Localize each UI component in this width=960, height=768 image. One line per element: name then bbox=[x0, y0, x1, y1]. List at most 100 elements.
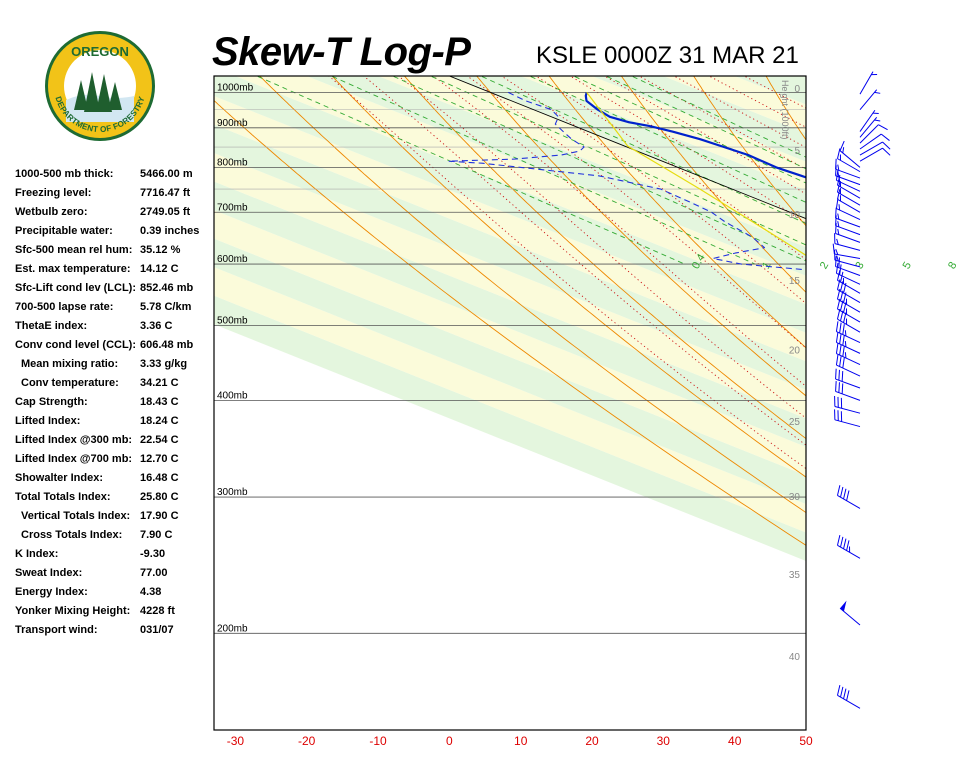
wind-barb-feather bbox=[841, 383, 844, 394]
index-row: Freezing level: 7716.47 ft bbox=[15, 187, 215, 206]
index-value: 3.33 g/kg bbox=[140, 358, 188, 370]
wind-barb-feather bbox=[844, 330, 847, 337]
x-tick-label: 50 bbox=[799, 734, 813, 748]
wind-barb-staff bbox=[836, 364, 861, 377]
mixing-ratio-label: 8 bbox=[946, 260, 959, 271]
index-label: Est. max temperature: bbox=[15, 263, 131, 275]
index-row: Conv cond level (CCL): 606.48 mb bbox=[15, 339, 215, 358]
wind-barb-staff bbox=[837, 694, 861, 709]
wind-barb bbox=[836, 270, 861, 294]
wind-barb-feather bbox=[842, 357, 845, 369]
index-value: 3.36 C bbox=[140, 320, 173, 332]
wind-barb-feather bbox=[846, 690, 850, 701]
wind-barb-feather bbox=[840, 536, 844, 548]
height-tick-label: 35 bbox=[789, 570, 801, 581]
wind-barb-staff bbox=[837, 158, 861, 173]
index-row: Total Totals Index: 25.80 C bbox=[15, 491, 215, 510]
height-tick-labels: 0 5 10 15 20 25 30 35 40 bbox=[789, 84, 801, 663]
index-value: 16.48 C bbox=[140, 472, 179, 484]
wind-barb-feather bbox=[846, 540, 850, 551]
height-tick-label: 15 bbox=[789, 276, 801, 287]
pressure-label: 900mb bbox=[217, 118, 248, 129]
wind-barb-feather bbox=[842, 334, 845, 346]
wind-barb-feather bbox=[840, 271, 844, 283]
wind-barb-staff bbox=[834, 405, 861, 414]
x-tick-label: 10 bbox=[514, 734, 528, 748]
temperature-band bbox=[214, 295, 806, 562]
index-row: Sfc-Lift cond lev (LCL): 852.46 mb bbox=[15, 282, 215, 301]
temperature-band bbox=[235, 76, 806, 305]
wind-barb bbox=[834, 409, 861, 428]
wind-barb-staff bbox=[835, 390, 861, 401]
index-value: 7716.47 ft bbox=[140, 187, 191, 199]
index-row: ThetaE index: 3.36 C bbox=[15, 320, 215, 339]
wind-barb-feather bbox=[842, 147, 845, 154]
index-value: 14.12 C bbox=[140, 263, 179, 275]
index-value: 22.54 C bbox=[140, 434, 179, 446]
temperature-band bbox=[214, 181, 806, 447]
wind-barb bbox=[836, 485, 861, 509]
temperature-band bbox=[378, 76, 806, 248]
wind-barb-feather bbox=[835, 262, 839, 274]
wind-barb-feather bbox=[835, 321, 839, 332]
wind-barb bbox=[835, 198, 861, 221]
wind-barb-feather bbox=[835, 368, 837, 380]
wind-barb-feather bbox=[836, 270, 841, 281]
index-value: 606.48 mb bbox=[140, 339, 194, 351]
temperature-band bbox=[306, 76, 806, 276]
mixing-ratio-label: 2 bbox=[818, 260, 831, 271]
pressure-label: 1000mb bbox=[217, 82, 254, 93]
mixing-ratio-line bbox=[391, 76, 806, 262]
wind-barb-staff bbox=[859, 133, 882, 150]
wind-barb-feather bbox=[874, 119, 881, 122]
wind-barb-staff bbox=[836, 331, 861, 344]
wind-barb bbox=[835, 321, 861, 344]
wind-barb bbox=[859, 109, 879, 132]
mixing-ratio-line bbox=[479, 76, 806, 224]
wind-barb-staff bbox=[836, 353, 861, 365]
wind-barb-staff bbox=[836, 179, 861, 192]
index-label: Lifted Index @300 mb: bbox=[15, 434, 133, 446]
x-tick-label: -10 bbox=[369, 734, 387, 748]
wind-barbs bbox=[832, 71, 891, 709]
index-label: Cross Totals Index: bbox=[21, 529, 123, 541]
index-label: Showalter Index: bbox=[15, 472, 104, 484]
wind-barb-staff bbox=[859, 89, 878, 110]
index-label: Conv cond level (CCL): bbox=[15, 339, 137, 351]
temperature-band bbox=[214, 76, 806, 333]
wind-barb-feather bbox=[835, 207, 837, 219]
wind-barb bbox=[859, 147, 891, 162]
wind-barb-staff bbox=[835, 378, 861, 389]
index-label: 1000-500 mb thick: bbox=[15, 168, 114, 180]
index-row: Conv temperature: 34.21 C bbox=[15, 377, 215, 396]
wind-barb-staff bbox=[834, 259, 861, 268]
height-tick-label: 40 bbox=[789, 652, 801, 663]
wind-barb-staff bbox=[837, 318, 861, 333]
index-label: 700-500 lapse rate: bbox=[15, 301, 114, 313]
wind-barb-staff bbox=[834, 253, 861, 260]
wind-barb bbox=[836, 188, 861, 213]
wind-barb-staff bbox=[839, 150, 861, 168]
wind-barb-feather bbox=[837, 221, 840, 228]
x-tick-label: 40 bbox=[728, 734, 742, 748]
x-tick-label: -20 bbox=[298, 734, 316, 748]
wind-barb-feather bbox=[839, 356, 842, 367]
index-row: Showalter Index: 16.48 C bbox=[15, 472, 215, 491]
pressure-label: 200mb bbox=[217, 623, 248, 634]
index-label: Energy Index: bbox=[15, 586, 88, 598]
index-row: Lifted Index @700 mb: 12.70 C bbox=[15, 453, 215, 472]
wind-barb bbox=[836, 181, 861, 206]
wind-barb-feather bbox=[842, 324, 845, 335]
index-value: 031/07 bbox=[140, 624, 174, 636]
wind-barb-feather bbox=[837, 213, 840, 220]
wind-barb-feather bbox=[846, 490, 850, 501]
temperature-band bbox=[805, 76, 806, 77]
wind-barb bbox=[836, 535, 861, 559]
wind-barb-feather bbox=[837, 171, 840, 178]
wind-barb-feather bbox=[839, 344, 842, 356]
index-row: 1000-500 mb thick: 5466.00 m bbox=[15, 168, 215, 187]
wind-barb-staff bbox=[859, 141, 883, 156]
wind-barb-feather bbox=[882, 141, 891, 150]
wind-barb-staff bbox=[859, 117, 878, 138]
index-label: K Index: bbox=[15, 548, 59, 560]
